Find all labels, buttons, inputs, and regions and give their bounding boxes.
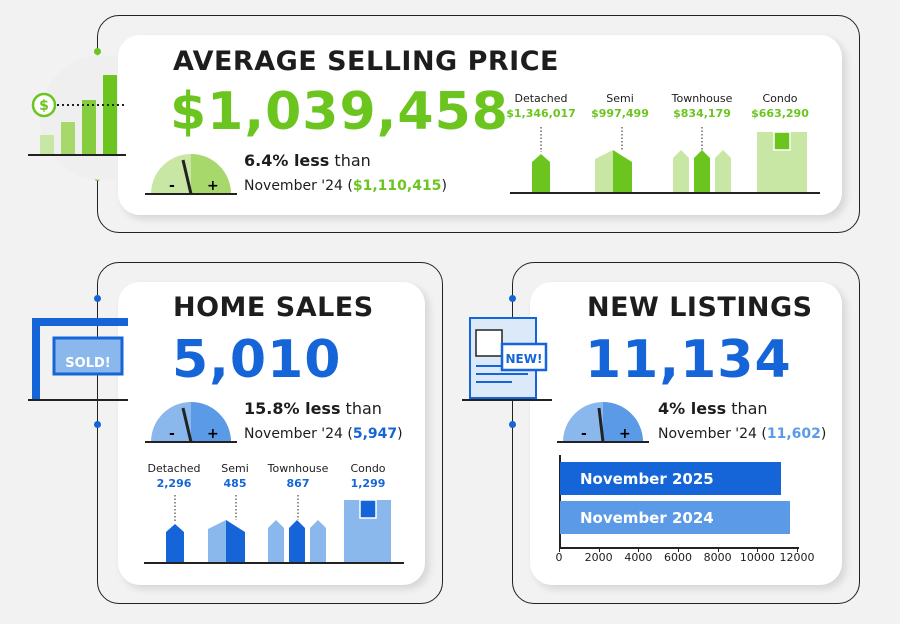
type-value: 485 — [223, 477, 247, 490]
type-label: Detached — [514, 92, 568, 105]
x-tick-label: 10000 — [739, 551, 775, 564]
svg-text:+: + — [207, 178, 219, 194]
house-types-icons — [510, 127, 820, 194]
frame-dot — [94, 421, 101, 428]
type-value: 2,296 — [156, 477, 192, 490]
new-listings-frame — [512, 262, 860, 604]
x-tick-mark — [638, 548, 640, 552]
x-tick-mark — [717, 548, 719, 552]
frame-dot — [509, 421, 516, 428]
x-tick-label: 0 — [555, 551, 563, 564]
type-value: 1,299 — [350, 477, 386, 490]
type-label: Townhouse — [671, 92, 733, 105]
type-label: Semi — [221, 462, 249, 475]
x-tick-mark — [797, 548, 798, 552]
type-label: Detached — [147, 462, 201, 475]
svg-text:-: - — [169, 178, 175, 194]
x-tick-label: 4000 — [624, 551, 653, 564]
new-listings-title: NEW LISTINGS — [587, 292, 813, 323]
paren: ) — [441, 178, 447, 194]
bar-november-2025: November 2025 — [560, 462, 781, 495]
avg-price-value: $1,039,458 — [170, 82, 509, 142]
avg-price-title: AVERAGE SELLING PRICE — [173, 46, 559, 77]
bar-label: November 2025 — [580, 469, 714, 488]
paren: ) — [397, 426, 403, 442]
new-listings-previous: November '24 (11,602) — [658, 426, 826, 442]
svg-text:-: - — [581, 426, 587, 442]
type-value: $834,179 — [673, 107, 731, 120]
change-amount: 4% less — [658, 399, 727, 418]
frame-dot — [94, 48, 101, 55]
bar-november-2024: November 2024 — [560, 501, 791, 534]
than-text: than — [726, 399, 768, 418]
prev-value: $1,110,415 — [352, 178, 442, 194]
new-listing-document-icon — [462, 317, 552, 401]
type-label: Condo — [350, 462, 386, 475]
x-tick-mark — [678, 548, 679, 552]
than-text: than — [340, 399, 382, 418]
gauge-icon: - + — [145, 154, 237, 195]
avg-price-previous: November '24 ($1,110,415) — [244, 178, 447, 194]
svg-text:-: - — [169, 426, 175, 442]
x-tick-mark — [559, 548, 560, 552]
home-sales-change: 15.8% less than — [244, 399, 382, 418]
home-sales-value: 5,010 — [172, 330, 342, 390]
than-text: than — [329, 151, 371, 170]
gauge-icon: - + — [557, 402, 649, 443]
type-value: $663,290 — [751, 107, 809, 120]
x-tick-label: 12000 — [779, 551, 815, 564]
sold-sign-icon — [28, 318, 128, 401]
avg-price-change: 6.4% less than — [244, 151, 371, 170]
x-tick-label: 6000 — [664, 551, 692, 564]
type-value: $1,346,017 — [506, 107, 576, 120]
price-bar-chart-icon: $ — [28, 75, 126, 156]
prev-value: 11,602 — [766, 426, 821, 442]
svg-text:+: + — [619, 426, 631, 442]
change-amount: 6.4% less — [244, 151, 330, 170]
x-tick-label: 2000 — [584, 551, 613, 564]
bar-label: November 2024 — [580, 508, 714, 527]
gauge-icon: - + — [145, 402, 237, 443]
x-tick-label: 8000 — [703, 551, 732, 564]
house-types-icons — [144, 495, 404, 564]
paren: ) — [820, 426, 827, 442]
home-sales-title: HOME SALES — [173, 292, 374, 323]
type-label: Condo — [762, 92, 798, 105]
prev-label: November '24 ( — [658, 426, 767, 442]
frame-dot — [509, 295, 516, 302]
x-tick-mark — [757, 548, 759, 552]
x-tick-mark — [598, 548, 600, 552]
svg-text:$: $ — [39, 98, 49, 114]
prev-value: 5,947 — [352, 426, 398, 442]
home-sales-previous: November '24 (5,947) — [244, 426, 403, 442]
prev-label: November '24 ( — [244, 178, 353, 194]
svg-text:+: + — [207, 426, 219, 442]
new-listings-value: 11,134 — [585, 330, 792, 390]
new-badge-text: NEW! — [505, 352, 543, 366]
type-label: Townhouse — [267, 462, 329, 475]
home-sales-frame — [97, 262, 443, 604]
prev-label: November '24 ( — [244, 426, 353, 442]
frame-dot — [94, 295, 101, 302]
type-value: 867 — [286, 477, 310, 490]
type-label: Semi — [606, 92, 634, 105]
sold-sign-text: SOLD! — [65, 356, 111, 371]
change-amount: 15.8% less — [244, 399, 341, 418]
type-value: $997,499 — [591, 107, 649, 120]
x-axis — [559, 547, 799, 549]
new-listings-change: 4% less than — [658, 399, 768, 418]
new-listings-bar-chart: November 2025 November 2024 0 2000 4000 600… — [556, 455, 815, 565]
